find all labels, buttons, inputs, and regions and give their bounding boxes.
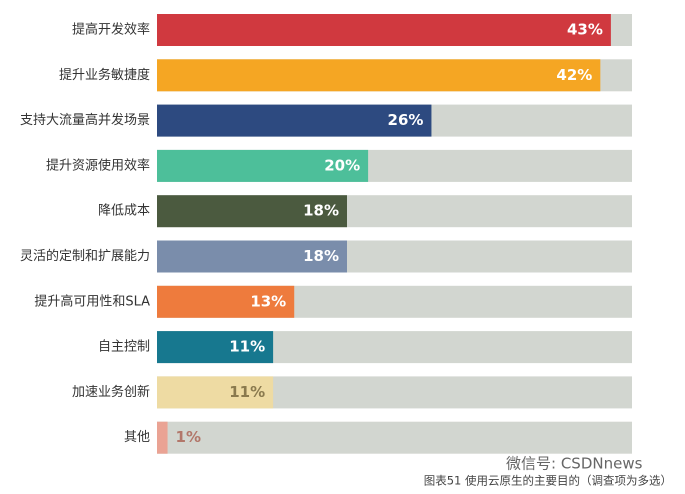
- category-label: 加速业务创新: [72, 384, 150, 400]
- value-label: 42%: [556, 66, 592, 84]
- value-label: 43%: [567, 21, 603, 39]
- caption: 图表51 使用云原生的主要目的（调查项为多选）: [424, 474, 672, 488]
- bar: [157, 285, 295, 318]
- bar: [157, 149, 369, 182]
- bar: [157, 59, 601, 92]
- category-label: 支持大流量高并发场景: [20, 112, 150, 128]
- bar-track: [157, 421, 632, 454]
- category-label: 降低成本: [98, 204, 150, 219]
- value-label: 18%: [303, 202, 339, 220]
- bar: [157, 195, 347, 228]
- value-label: 1%: [176, 428, 201, 446]
- bar: [157, 14, 611, 46]
- category-label: 灵活的定制和扩展能力: [20, 248, 150, 264]
- value-label: 11%: [229, 383, 265, 401]
- bar: [157, 421, 168, 454]
- value-label: 18%: [303, 247, 339, 265]
- category-label: 提升资源使用效率: [46, 157, 150, 173]
- value-label: 13%: [250, 292, 286, 310]
- value-label: 11%: [229, 338, 265, 356]
- bar: [157, 376, 274, 409]
- category-label: 提升业务敏捷度: [59, 67, 150, 83]
- category-label: 其他: [124, 430, 150, 445]
- bar: [157, 104, 432, 137]
- category-label: 提升高可用性和SLA: [34, 293, 150, 309]
- bar: [157, 240, 347, 273]
- value-label: 26%: [388, 111, 424, 129]
- category-label: 提高开发效率: [72, 22, 150, 38]
- category-label: 自主控制: [98, 340, 150, 355]
- bar: [157, 331, 274, 364]
- value-label: 20%: [324, 156, 360, 174]
- watermark: 微信号: CSDNnews: [506, 455, 643, 473]
